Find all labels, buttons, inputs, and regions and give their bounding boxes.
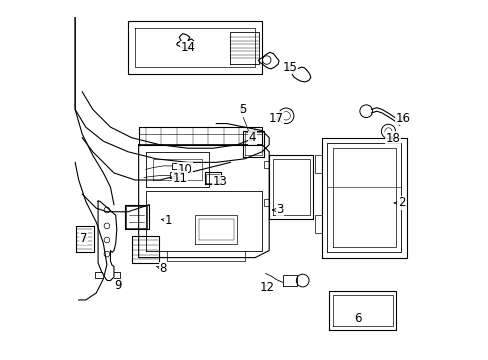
Text: 15: 15 — [283, 60, 297, 73]
Text: 6: 6 — [353, 312, 361, 325]
Text: 13: 13 — [212, 175, 227, 188]
Text: 4: 4 — [248, 131, 256, 144]
Text: 1: 1 — [161, 214, 172, 227]
Text: 3: 3 — [272, 203, 283, 216]
Text: 12: 12 — [260, 281, 274, 294]
Text: 17: 17 — [268, 112, 283, 125]
Text: 18: 18 — [385, 132, 399, 145]
Text: 2: 2 — [393, 197, 405, 210]
Text: 7: 7 — [80, 232, 87, 245]
Text: 11: 11 — [172, 172, 187, 185]
Text: 14: 14 — [180, 41, 195, 54]
Text: 8: 8 — [156, 262, 167, 275]
Text: 10: 10 — [178, 163, 192, 176]
Text: 9: 9 — [114, 279, 122, 292]
Text: 5: 5 — [239, 103, 246, 116]
Text: 16: 16 — [395, 112, 410, 125]
